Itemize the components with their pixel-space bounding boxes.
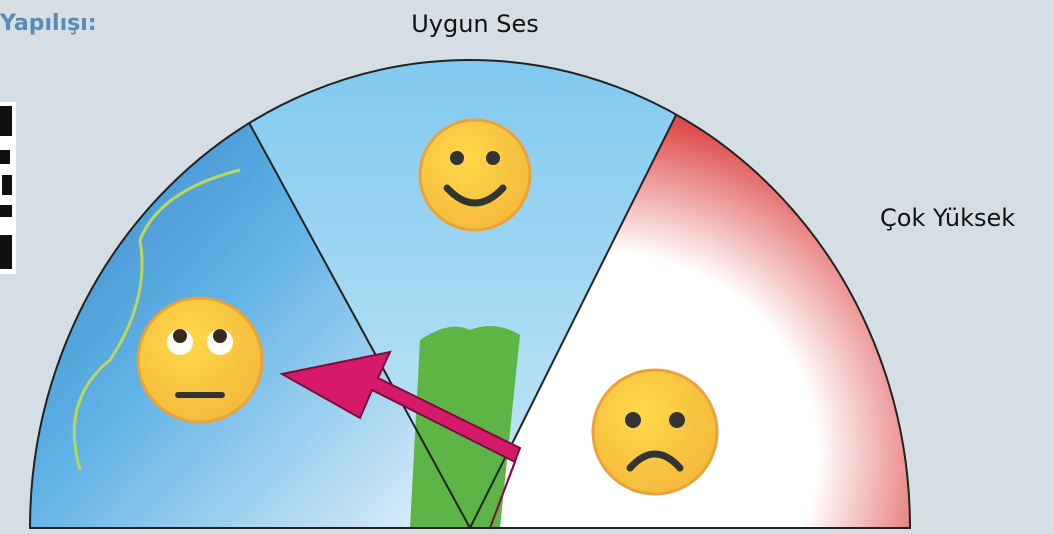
- neutral-face: [138, 298, 262, 422]
- top-label: Uygun Ses: [411, 10, 539, 38]
- right-label: Çok Yüksek: [880, 204, 1015, 232]
- qr-code: [0, 102, 16, 274]
- section-title: Yapılışı:: [0, 11, 97, 36]
- happy-face: [420, 120, 530, 230]
- illustration: Yapılışı: Uygun Ses Çok Yüksek: [0, 0, 1054, 534]
- sad-face: [593, 370, 717, 494]
